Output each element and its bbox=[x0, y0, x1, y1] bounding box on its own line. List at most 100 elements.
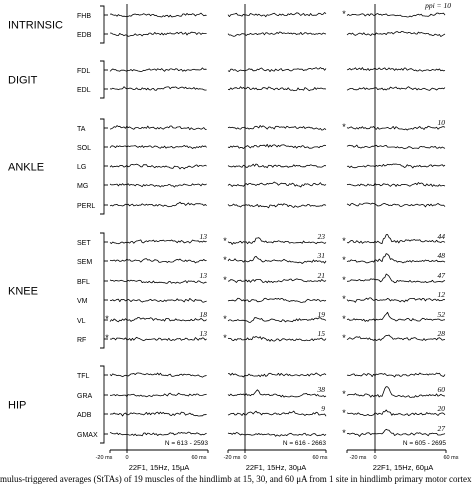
muscle-label-edb: EDB bbox=[77, 32, 92, 39]
n-label: N = 605 - 2695 bbox=[403, 440, 447, 447]
trace-bfl bbox=[346, 273, 446, 284]
group-label-ankle: ANKLE bbox=[8, 162, 44, 174]
muscle-label-perl: PERL bbox=[77, 203, 95, 210]
ppi-value-bfl: 13 bbox=[200, 271, 208, 280]
significance-star: * bbox=[223, 255, 227, 265]
axis-label-end: 60 ms bbox=[192, 455, 207, 461]
condition-label: 22F1, 15Hz, 60μA bbox=[373, 463, 434, 472]
trace-perl bbox=[346, 202, 446, 208]
column-3: * * 10 * 44 * 48 * 47 * 12 * 52 * 28 * 60 * 20 * 27 N = 605 -… bbox=[342, 4, 459, 472]
ppi-value-gmax: 27 bbox=[438, 424, 446, 433]
significance-star: * bbox=[342, 333, 346, 343]
trace-edl bbox=[346, 86, 446, 91]
trace-vm bbox=[109, 297, 207, 303]
muscle-label-sem: SEM bbox=[77, 259, 92, 266]
trace-set bbox=[346, 234, 446, 245]
trace-tfl bbox=[346, 372, 446, 378]
muscle-label-edl: EDL bbox=[77, 87, 91, 94]
ppi-value-adb: 9 bbox=[321, 404, 325, 413]
ppi-value-bfl: 47 bbox=[438, 271, 446, 280]
trace-tfl bbox=[227, 372, 327, 378]
trace-mg bbox=[109, 183, 207, 188]
ppi-value-sem: 31 bbox=[317, 251, 326, 260]
trace-gra bbox=[346, 386, 446, 398]
significance-star: * bbox=[342, 408, 346, 418]
ppi-label: ppi = 10 bbox=[424, 1, 451, 10]
significance-star: * bbox=[105, 314, 109, 324]
trace-lg bbox=[227, 163, 327, 169]
axis-label-zero: 0 bbox=[243, 455, 246, 461]
ppi-value-gra: 38 bbox=[317, 385, 326, 394]
trace-rf bbox=[346, 334, 446, 341]
trace-vm bbox=[227, 297, 327, 303]
trace-rf bbox=[109, 336, 207, 342]
ppi-value-vl: 52 bbox=[438, 310, 446, 319]
condition-label: 22F1, 15Hz, 30μA bbox=[246, 463, 307, 472]
n-label: N = 616 - 2663 bbox=[283, 440, 327, 447]
trace-lg bbox=[109, 163, 207, 170]
ppi-value-set: 44 bbox=[438, 232, 446, 241]
ppi-value-set: 23 bbox=[318, 232, 326, 241]
axis-label-start: -20 ms bbox=[96, 455, 113, 461]
trace-adb bbox=[227, 410, 327, 417]
ppi-value-ta: 10 bbox=[438, 118, 446, 127]
trace-gmax bbox=[109, 431, 207, 437]
trace-set bbox=[227, 237, 327, 245]
muscle-label-fdl: FDL bbox=[77, 68, 90, 75]
group-bracket bbox=[100, 118, 105, 215]
trace-bfl bbox=[109, 279, 207, 284]
trace-vl bbox=[227, 317, 327, 323]
group-label-hip: HIP bbox=[8, 400, 26, 412]
muscle-label-rf: RF bbox=[77, 337, 86, 344]
label-layer: INTRINSIC FHB EDB DIGIT FDL EDL ANKLE TA SOL LG MG… bbox=[8, 1, 451, 444]
trace-rf bbox=[227, 336, 327, 342]
trace-gra bbox=[227, 389, 327, 398]
muscle-label-set: SET bbox=[77, 240, 91, 247]
axis-label-start: -20 ms bbox=[350, 455, 367, 461]
trace-perl bbox=[109, 201, 207, 208]
group-label-digit: DIGIT bbox=[8, 75, 38, 87]
significance-star: * bbox=[342, 122, 346, 132]
ppi-value-rf: 13 bbox=[200, 329, 208, 338]
trace-fhb bbox=[346, 12, 446, 18]
trace-vl bbox=[346, 311, 446, 322]
column-1: 13 13 * 18 * 13 N = 613 - 2593 -20 ms 0 60 ms22F1… bbox=[96, 4, 209, 472]
ppi-value-rf: 28 bbox=[438, 329, 446, 338]
significance-star: * bbox=[342, 236, 346, 246]
muscle-label-fhb: FHB bbox=[77, 13, 91, 20]
group-label-knee: KNEE bbox=[8, 286, 38, 298]
ppi-value-gra: 60 bbox=[438, 385, 446, 394]
trace-sol bbox=[109, 144, 207, 149]
group-bracket bbox=[100, 365, 105, 444]
trace-vl bbox=[109, 316, 207, 323]
ppi-value-vl: 19 bbox=[318, 310, 326, 319]
significance-star: * bbox=[342, 428, 346, 438]
column-2: * 23 * 31 * 21 * 19 * 15 38 9 N = 616 - 2663 -20 ms 0 6… bbox=[223, 4, 328, 472]
axis-label-end: 60 ms bbox=[313, 455, 328, 461]
muscle-label-lg: LG bbox=[77, 164, 86, 171]
trace-lg bbox=[346, 163, 446, 169]
significance-star: * bbox=[223, 236, 227, 246]
trace-edb bbox=[346, 30, 446, 37]
ppi-value-sem: 48 bbox=[438, 251, 446, 260]
muscle-label-mg: MG bbox=[77, 183, 88, 190]
significance-star: * bbox=[105, 333, 109, 343]
muscle-label-bfl: BFL bbox=[77, 279, 90, 286]
muscle-label-gra: GRA bbox=[77, 393, 93, 400]
trace-edb bbox=[227, 31, 327, 37]
group-label-intrinsic: INTRINSIC bbox=[8, 20, 63, 32]
trace-fdl bbox=[227, 67, 327, 72]
muscle-label-vl: VL bbox=[77, 318, 86, 325]
significance-star: * bbox=[223, 275, 227, 285]
significance-star: * bbox=[342, 294, 346, 304]
trace-sem bbox=[227, 255, 327, 264]
ppi-value-vl: 18 bbox=[200, 310, 208, 319]
trace-sol bbox=[346, 144, 446, 150]
n-label: N = 613 - 2593 bbox=[165, 440, 209, 447]
trace-edl bbox=[109, 86, 207, 91]
significance-star: * bbox=[342, 314, 346, 324]
trace-mg bbox=[346, 182, 446, 187]
muscle-label-tfl: TFL bbox=[77, 373, 90, 380]
ppi-value-bfl: 21 bbox=[318, 271, 326, 280]
trace-sem bbox=[346, 253, 446, 264]
